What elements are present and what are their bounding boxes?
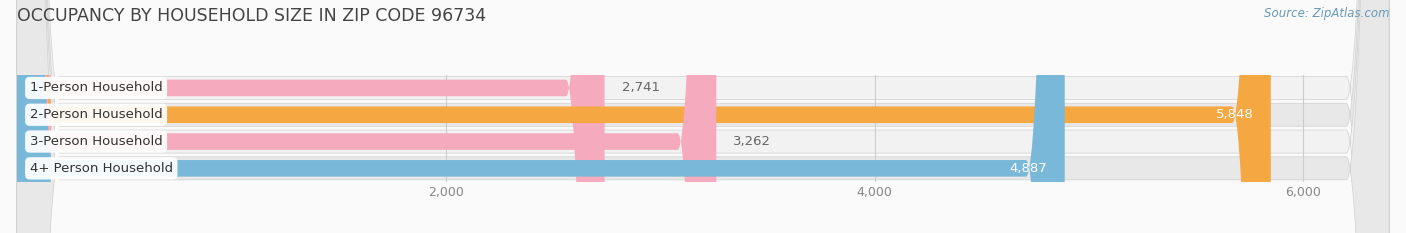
Text: 5,848: 5,848: [1216, 108, 1254, 121]
FancyBboxPatch shape: [17, 0, 605, 233]
Text: 4,887: 4,887: [1010, 162, 1047, 175]
Text: 3-Person Household: 3-Person Household: [30, 135, 163, 148]
Text: 4+ Person Household: 4+ Person Household: [30, 162, 173, 175]
FancyBboxPatch shape: [17, 0, 1389, 233]
Text: Source: ZipAtlas.com: Source: ZipAtlas.com: [1264, 7, 1389, 20]
Text: OCCUPANCY BY HOUSEHOLD SIZE IN ZIP CODE 96734: OCCUPANCY BY HOUSEHOLD SIZE IN ZIP CODE …: [17, 7, 486, 25]
FancyBboxPatch shape: [17, 0, 1064, 233]
FancyBboxPatch shape: [17, 0, 1389, 233]
Text: 1-Person Household: 1-Person Household: [30, 82, 163, 94]
FancyBboxPatch shape: [17, 0, 1389, 233]
Text: 2,741: 2,741: [621, 82, 659, 94]
FancyBboxPatch shape: [17, 0, 1389, 233]
Text: 3,262: 3,262: [734, 135, 772, 148]
Text: 2-Person Household: 2-Person Household: [30, 108, 163, 121]
FancyBboxPatch shape: [17, 0, 1271, 233]
FancyBboxPatch shape: [17, 0, 716, 233]
